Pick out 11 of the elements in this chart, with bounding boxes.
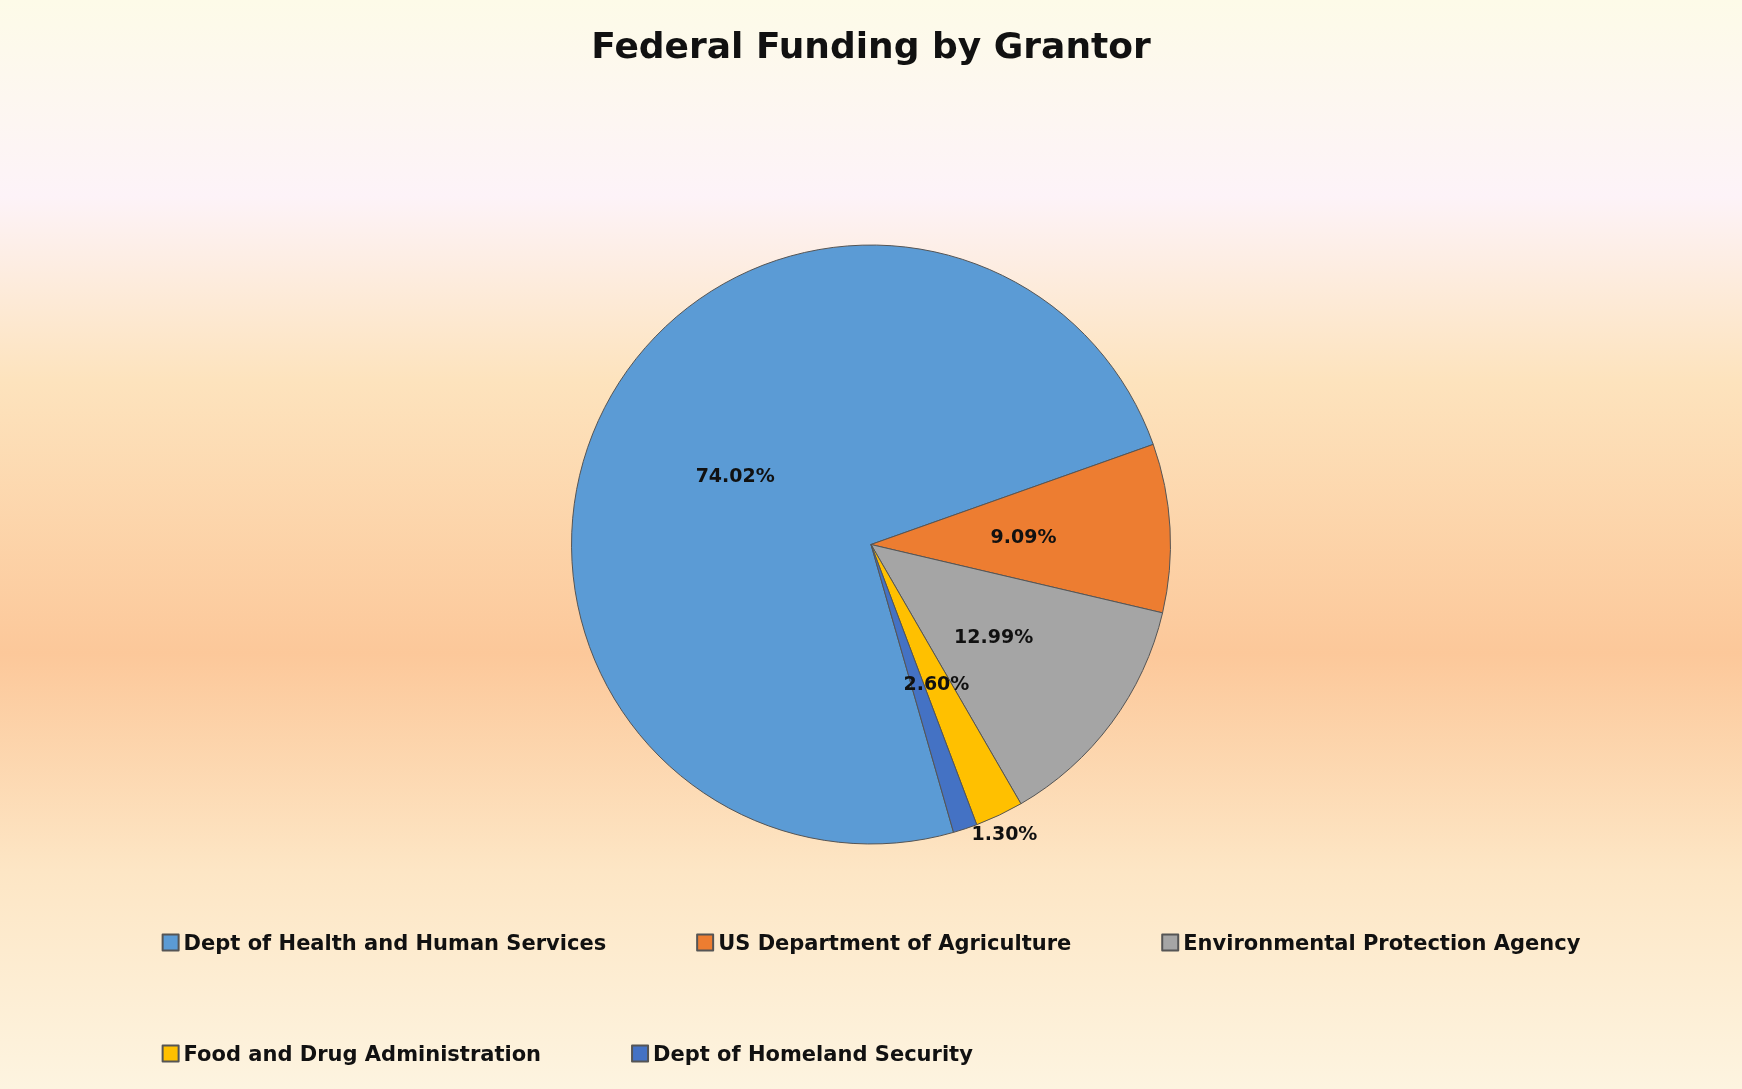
data-label: 12.99% (954, 624, 1034, 647)
legend-label: Dept of Homeland Security (653, 1041, 974, 1066)
data-label: 2.60% (903, 671, 970, 694)
legend-label: Food and Drug Administration (183, 1041, 542, 1066)
data-label: 74.02% (695, 463, 775, 486)
legend-label: Dept of Health and Human Services (183, 930, 607, 955)
chart-title: Federal Funding by Grantor (591, 24, 1151, 66)
data-label: 1.30% (971, 821, 1038, 844)
data-label: 9.09% (990, 525, 1057, 548)
legend-label: Environmental Protection Agency (1183, 930, 1581, 955)
legend-label: US Department of Agriculture (718, 930, 1072, 955)
